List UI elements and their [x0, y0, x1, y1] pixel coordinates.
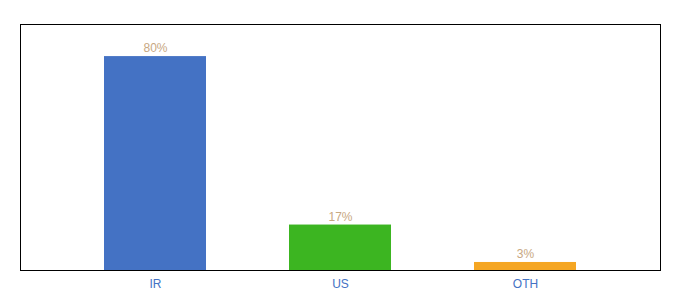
svg-text:IR: IR [150, 277, 162, 291]
svg-text:OTH: OTH [513, 277, 538, 291]
svg-text:3%: 3% [517, 247, 535, 261]
svg-text:80%: 80% [143, 41, 167, 55]
svg-text:US: US [332, 277, 349, 291]
svg-text:17%: 17% [328, 210, 352, 224]
